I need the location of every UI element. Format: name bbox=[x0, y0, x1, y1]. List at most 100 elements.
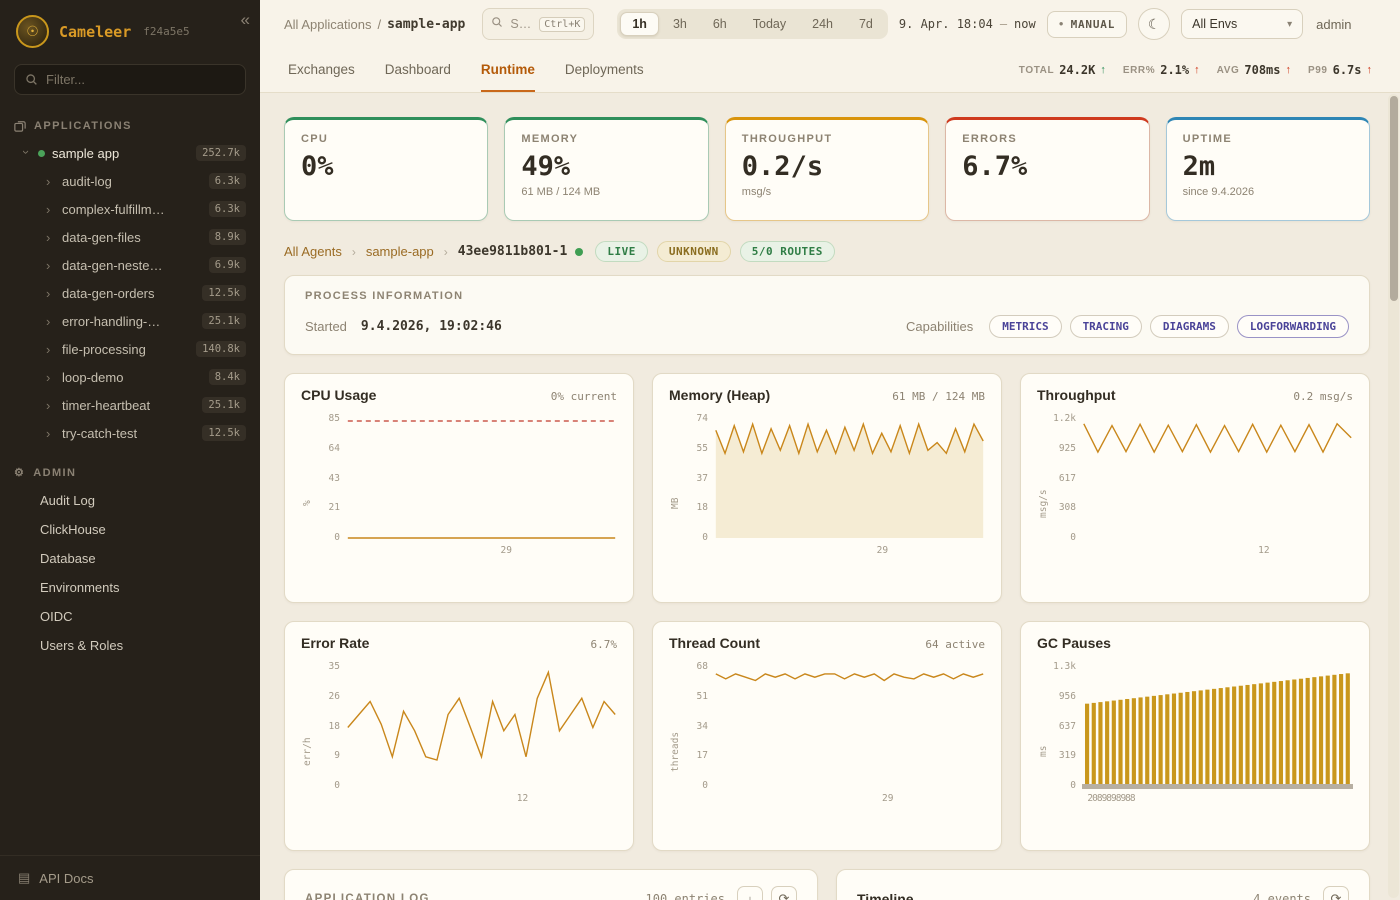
time-range-24h[interactable]: 24h bbox=[800, 12, 845, 36]
sidebar-admin-item-users-roles[interactable]: Users & Roles bbox=[40, 638, 124, 653]
y-tick: 68 bbox=[696, 661, 708, 672]
sidebar-admin-item-database[interactable]: Database bbox=[40, 551, 96, 566]
breadcrumb-separator: / bbox=[377, 16, 382, 32]
scrollbar-thumb[interactable] bbox=[1389, 96, 1398, 301]
sidebar-app-item[interactable]: › timer-heartbeat 25.1k bbox=[0, 391, 260, 419]
stat-label: AVG bbox=[1216, 64, 1240, 76]
chart-meta-value: 64 active bbox=[925, 638, 985, 651]
refresh-icon[interactable]: ⟳ bbox=[771, 886, 797, 900]
sidebar-item-api-docs[interactable]: ▤ API Docs bbox=[0, 855, 260, 900]
sidebar-app-item[interactable]: › data-gen-orders 12.5k bbox=[0, 279, 260, 307]
app-count-badge: 8.4k bbox=[208, 369, 246, 385]
refresh-icon[interactable]: ⟳ bbox=[1323, 886, 1349, 900]
breadcrumb-current: sample-app bbox=[387, 16, 466, 32]
bottom-row: APPLICATION LOG 100 entries ↓ ⟳ Timeline… bbox=[284, 869, 1370, 900]
timeline-title: Timeline bbox=[857, 891, 914, 900]
stat-card-label: CPU bbox=[301, 133, 329, 145]
date-range[interactable]: 9. Apr. 18:04 – now bbox=[899, 17, 1036, 31]
sidebar-app-item[interactable]: › file-processing 140.8k bbox=[0, 335, 260, 363]
timeline-events-count: 4 events bbox=[1253, 892, 1311, 900]
tab-exchanges[interactable]: Exchanges bbox=[288, 61, 355, 77]
chart-title: Thread Count bbox=[669, 635, 760, 651]
chevron-right-icon: › bbox=[46, 201, 51, 217]
stat-card-sub: msg/s bbox=[741, 185, 772, 198]
y-tick: 0 bbox=[702, 780, 708, 791]
tab-dashboard[interactable]: Dashboard bbox=[384, 61, 451, 77]
app-label: sample app bbox=[52, 145, 120, 161]
stat-card-memory: MEMORY 49% 61 MB / 124 MB bbox=[504, 117, 709, 221]
sidebar-admin-item-audit-log[interactable]: Audit Log bbox=[40, 493, 95, 508]
chevron-right-icon: › bbox=[46, 313, 51, 329]
sidebar-item-sample-app[interactable]: › sample app 252.7k bbox=[0, 139, 260, 167]
global-search[interactable]: S… Ctrl+K bbox=[482, 8, 595, 40]
sidebar-admin-item-oidc[interactable]: OIDC bbox=[40, 609, 73, 624]
search-placeholder: S… bbox=[510, 17, 532, 31]
agent-app-link[interactable]: sample-app bbox=[365, 244, 434, 259]
sidebar-app-item[interactable]: › data-gen-files 8.9k bbox=[0, 223, 260, 251]
app-label: try-catch-test bbox=[62, 425, 138, 441]
y-axis-ticks: 74 55 37 18 0 bbox=[682, 413, 714, 543]
stat-label: P99 bbox=[1308, 64, 1328, 76]
x-axis-ticks: 12 bbox=[346, 791, 617, 807]
sidebar-filter[interactable] bbox=[14, 64, 246, 95]
time-range-6h[interactable]: 6h bbox=[701, 12, 739, 36]
sidebar-app-item[interactable]: › audit-log 6.3k bbox=[0, 167, 260, 195]
tab-deployments[interactable]: Deployments bbox=[564, 61, 644, 77]
chevron-right-icon: › bbox=[46, 229, 51, 245]
vertical-scrollbar[interactable] bbox=[1388, 94, 1399, 898]
chart-meta-value: 6.7% bbox=[590, 638, 618, 651]
y-tick: 0 bbox=[1070, 532, 1076, 543]
x-tick: 29 bbox=[876, 545, 889, 556]
download-icon[interactable]: ↓ bbox=[737, 886, 763, 900]
chart-title: CPU Usage bbox=[301, 387, 377, 403]
chart-body: err/h 35 26 18 9 0 12 bbox=[301, 661, 617, 842]
sidebar-app-item[interactable]: › error-handling-… 25.1k bbox=[0, 307, 260, 335]
y-axis-label: % bbox=[302, 500, 313, 507]
sidebar-admin-item-clickhouse[interactable]: ClickHouse bbox=[40, 522, 106, 537]
x-axis-ticks: 29 bbox=[346, 543, 617, 559]
time-range-3h[interactable]: 3h bbox=[661, 12, 699, 36]
manual-label: MANUAL bbox=[1070, 17, 1116, 31]
process-information-card: PROCESS INFORMATION Started 9.4.2026, 19… bbox=[284, 275, 1370, 355]
time-range-today[interactable]: Today bbox=[741, 12, 798, 36]
app-count-badge: 6.3k bbox=[208, 201, 246, 217]
stat-value: 24.2K bbox=[1059, 63, 1096, 77]
capability-pill-metrics: METRICS bbox=[989, 315, 1062, 338]
agents-link[interactable]: All Agents bbox=[284, 244, 342, 259]
sidebar-app-item[interactable]: › loop-demo 8.4k bbox=[0, 363, 260, 391]
app-label: timer-heartbeat bbox=[62, 397, 151, 413]
sidebar-app-item[interactable]: › try-catch-test 12.5k bbox=[0, 419, 260, 447]
sidebar-collapse-button[interactable]: « bbox=[240, 10, 250, 29]
y-tick: 26 bbox=[328, 690, 340, 702]
app-count-badge: 12.5k bbox=[202, 285, 246, 301]
caret-down-icon: ▾ bbox=[1287, 18, 1293, 30]
sidebar-app-item[interactable]: › data-gen-neste… 6.9k bbox=[0, 251, 260, 279]
theme-toggle-button[interactable]: ☾ bbox=[1138, 8, 1171, 40]
process-info-title: PROCESS INFORMATION bbox=[305, 290, 464, 302]
plot-area: 12 bbox=[346, 661, 617, 842]
x-axis-ticks: 29 bbox=[714, 543, 985, 559]
sidebar-app-item[interactable]: › complex-fulfillm… 6.3k bbox=[0, 195, 260, 223]
time-range-1h[interactable]: 1h bbox=[620, 12, 659, 36]
y-tick: 21 bbox=[328, 502, 340, 514]
y-tick: 308 bbox=[1058, 502, 1076, 514]
y-tick: 637 bbox=[1058, 720, 1076, 732]
breadcrumb-root[interactable]: All Applications bbox=[284, 16, 372, 32]
manual-refresh-button[interactable]: ● MANUAL bbox=[1046, 10, 1128, 38]
tab-runtime[interactable]: Runtime bbox=[480, 48, 535, 92]
sidebar-admin-item-environments[interactable]: Environments bbox=[40, 580, 120, 595]
chevron-down-icon: › bbox=[19, 149, 34, 154]
stat-card-label: ERRORS bbox=[962, 133, 1018, 145]
chart-header: Error Rate 6.7% bbox=[301, 635, 617, 651]
environment-select[interactable]: All Envs ▾ bbox=[1181, 9, 1304, 39]
app-label: data-gen-orders bbox=[62, 285, 155, 301]
chevron-right-icon: › bbox=[46, 425, 51, 441]
time-range-control: 1h 3h 6h Today 24h 7d bbox=[617, 9, 888, 39]
stat-label: TOTAL bbox=[1018, 64, 1055, 76]
stat-cards-row: CPU 0% MEMORY 49% 61 MB / 124 MB THROUGHPUT 0.… bbox=[284, 117, 1370, 221]
time-range-7d[interactable]: 7d bbox=[847, 12, 885, 36]
app-label: data-gen-neste… bbox=[62, 257, 163, 273]
y-axis-ticks: 1.3k 956 637 319 0 bbox=[1050, 661, 1082, 791]
filter-input[interactable] bbox=[46, 72, 235, 87]
user-menu[interactable]: admin bbox=[1316, 16, 1352, 32]
